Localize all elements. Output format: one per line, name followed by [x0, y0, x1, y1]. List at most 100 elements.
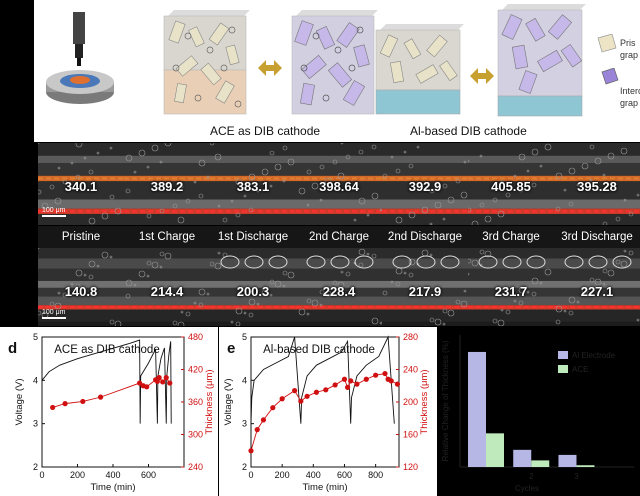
y2-tick-label: 200	[403, 397, 418, 407]
bar-ace	[531, 460, 550, 467]
thickness-value: 405.85	[491, 179, 531, 194]
bar-ace	[486, 433, 504, 467]
legend-intercalated-label: Interc	[620, 86, 640, 96]
thickness-point	[292, 388, 298, 394]
y-tick-label: 3	[242, 419, 247, 429]
thickness-value: 227.1	[580, 284, 614, 299]
micrograph-texture	[210, 143, 296, 225]
panel-e-letter: e	[227, 340, 236, 357]
y2-tick-label: 300	[188, 430, 203, 440]
y-tick-label: 4	[242, 375, 247, 385]
bar-al-electrode	[558, 454, 577, 467]
micrograph-texture	[554, 248, 640, 325]
micrograph-texture	[554, 143, 640, 225]
bar-ace	[576, 465, 595, 467]
stage-label-5: 2nd Discharge	[382, 226, 468, 248]
thickness-value: 389.2	[150, 179, 184, 194]
thickness-point	[354, 381, 360, 387]
legend-swatch-ace	[558, 365, 568, 373]
plot-frame	[250, 336, 400, 468]
x-tick-label: 200	[70, 470, 85, 480]
al-arrow-icon	[470, 68, 494, 84]
micrograph-tile-top-7: 395.28	[554, 143, 640, 225]
thickness-point	[388, 378, 394, 384]
thickness-value: 217.9	[408, 284, 442, 299]
micrograph-tile-top-6: 405.85	[468, 143, 554, 225]
thickness-point	[156, 375, 162, 381]
thickness-value: 392.9	[408, 179, 442, 194]
y2-tick-label: 420	[188, 365, 203, 375]
al-cathode-caption: Al-based DIB cathode	[410, 124, 527, 138]
y-axis-label: Relative Change of Thickness (%)	[441, 340, 450, 461]
thickness-point	[167, 380, 173, 386]
thickness-value: 395.28	[577, 179, 617, 194]
y-tick-label: 3	[33, 419, 38, 429]
thickness-point	[50, 404, 56, 411]
thickness-value: 231.7	[494, 284, 528, 299]
x-tick-label: 2	[529, 472, 534, 481]
x-tick-label: 800	[368, 470, 383, 480]
thickness-point	[160, 379, 166, 385]
stage-label-4: 2nd Charge	[296, 226, 382, 248]
micrograph-texture	[296, 143, 382, 225]
y-axis-label: Voltage (V)	[223, 379, 234, 426]
panel-e-chart: Al-based DIB cathode 0 200 400 600 800 2 3 4 5 120…	[219, 327, 437, 496]
micrograph-texture	[382, 248, 468, 326]
legend-pristine-label-2: grap	[620, 50, 639, 60]
micrograph-tile-bottom-6: 231.7	[468, 248, 554, 326]
x-tick-label: 0	[248, 470, 253, 480]
thickness-point	[394, 381, 401, 387]
al-cube-pristine	[375, 24, 464, 115]
y-tick-label: 5	[33, 332, 38, 342]
x-tick-label: 400	[105, 470, 120, 480]
micrograph-tile-top-1: 340.1	[38, 143, 124, 225]
ace-arrow-icon	[258, 60, 282, 76]
thickness-point	[382, 370, 388, 377]
micrograph-tile-top-3: 383.1	[210, 143, 296, 225]
thickness-value: 200.3	[236, 284, 270, 299]
micrograph-texture	[468, 143, 554, 225]
y-tick-label: 5	[242, 332, 247, 342]
micrograph-tile-bottom-4: 228.4	[296, 248, 382, 326]
thickness-point	[344, 384, 351, 390]
micrograph-texture	[210, 248, 296, 326]
scale-bar-bottom: 100 μm	[42, 309, 66, 319]
thickness-point	[248, 448, 254, 454]
thickness-value: 214.4	[150, 284, 184, 299]
stage-label-3: 1st Discharge	[210, 226, 296, 248]
legend-pristine-graphite-icon	[597, 34, 617, 53]
micrograph-tile-top-5: 392.9	[382, 143, 468, 225]
thickness-point	[313, 389, 320, 395]
y2-tick-label: 280	[403, 332, 418, 342]
micrograph-texture	[468, 248, 554, 326]
ace-cube-pristine	[163, 10, 250, 115]
voltage-series-line	[41, 339, 172, 424]
micrograph-tile-bottom-3: 200.3	[210, 248, 296, 326]
legend-label-ace: ACE	[572, 365, 588, 374]
thickness-point	[254, 427, 260, 433]
thickness-point	[144, 384, 150, 390]
thickness-point	[298, 398, 304, 404]
micrograph-texture	[38, 143, 124, 225]
legend-pristine-label: Pris	[620, 38, 636, 48]
scale-bar-top: 100 μm	[42, 207, 66, 217]
x-tick-label: 600	[141, 470, 156, 480]
y2-tick-label: 120	[403, 462, 418, 472]
thickness-value: 398.64	[319, 179, 359, 194]
thickness-point	[62, 401, 68, 407]
y-axis-label: Voltage (V)	[14, 379, 25, 426]
thickness-point	[341, 376, 348, 382]
thickness-point	[80, 398, 86, 405]
thickness-value: 383.1	[236, 179, 270, 194]
ace-cathode-caption: ACE as DIB cathode	[210, 124, 321, 138]
thickness-series-line	[250, 373, 398, 451]
micrograph-texture	[296, 248, 382, 325]
legend-intercalated-graphite-icon	[601, 68, 619, 85]
bar-al-electrode	[468, 351, 486, 467]
micrograph-texture	[382, 143, 468, 225]
thickness-value: 340.1	[64, 179, 98, 194]
x-tick-label: 200	[275, 470, 290, 480]
y2-tick-label: 160	[403, 430, 418, 440]
x-tick-label: 3	[574, 472, 579, 481]
x-axis-label: Time (min)	[90, 482, 135, 493]
